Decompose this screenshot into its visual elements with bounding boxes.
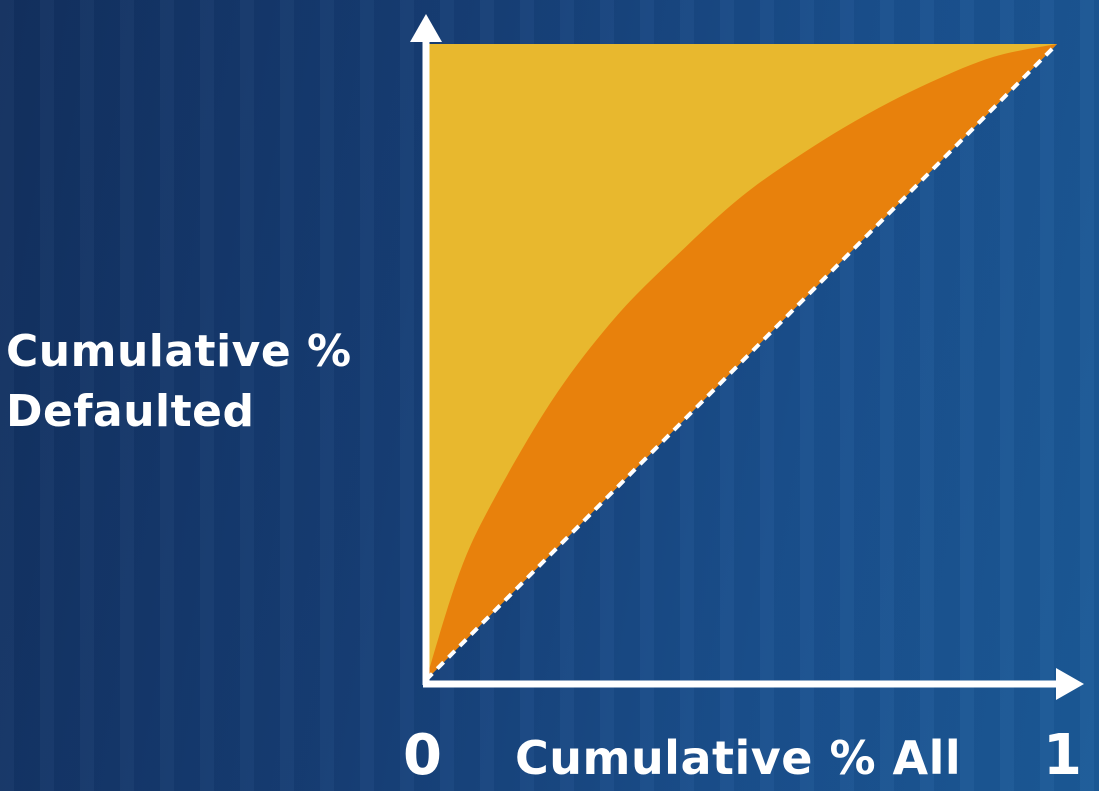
y-axis-label-line-2: Defaulted xyxy=(6,386,255,437)
y-axis-label: Cumulative % Defaulted xyxy=(6,322,352,442)
y-axis-label-line-1: Cumulative % xyxy=(6,326,352,377)
model-curve-area xyxy=(426,44,1057,680)
y-axis-arrow-icon xyxy=(410,14,442,42)
x-axis-arrow-icon xyxy=(1056,668,1084,700)
x-tick-label-0: 0 xyxy=(403,723,442,788)
x-axis-label: Cumulative % All xyxy=(515,731,962,785)
x-tick-label-1: 1 xyxy=(1043,723,1082,788)
random-baseline-line xyxy=(424,42,1059,682)
